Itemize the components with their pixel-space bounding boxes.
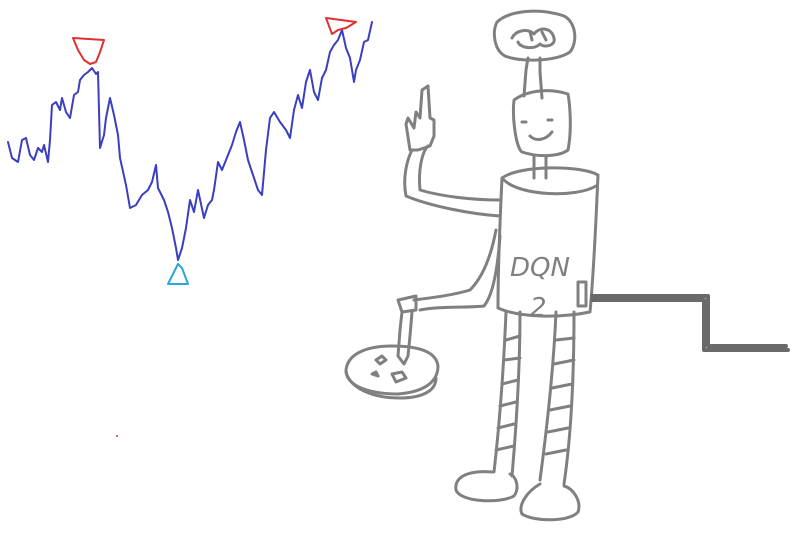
brain-icon — [492, 9, 577, 62]
red-dot — [116, 435, 118, 437]
body-label-line2: 2 — [530, 293, 547, 323]
body-label-line1: DQN — [510, 253, 570, 283]
robot: DQN 2 — [344, 9, 790, 522]
peak-marker-icon-right — [325, 17, 357, 35]
body-label: DQN 2 — [510, 253, 570, 323]
pizza-icon — [344, 344, 440, 400]
price-squiggle — [7, 21, 373, 261]
peak-marker-icon — [72, 37, 105, 65]
trough-marker-icon — [167, 263, 189, 285]
